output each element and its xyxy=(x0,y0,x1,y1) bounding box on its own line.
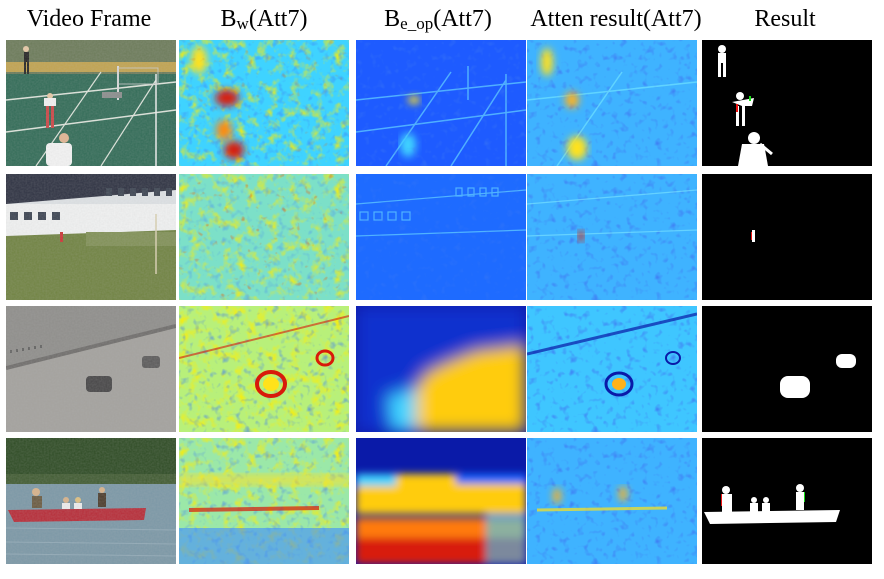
header-result: Result xyxy=(754,6,816,32)
row2-video-frame xyxy=(6,174,176,300)
row4-result-mask xyxy=(702,438,872,564)
row1-atten-heatmap xyxy=(527,40,697,166)
header-beop-tail: (Att7) xyxy=(433,6,492,32)
row1-result-mask xyxy=(702,40,872,166)
header-beop-sub: e_op xyxy=(400,14,434,33)
header-bw-main: B xyxy=(220,6,237,32)
header-bw-sub: w xyxy=(236,14,249,33)
row3-video-frame xyxy=(6,306,176,432)
row1-bw-heatmap xyxy=(179,40,349,166)
row4-beop-heatmap xyxy=(356,438,526,564)
header-beop-main: B xyxy=(384,6,401,32)
row2-atten-heatmap xyxy=(527,174,697,300)
row4-atten-heatmap xyxy=(527,438,697,564)
row4-video-frame xyxy=(6,438,176,564)
header-video-frame: Video Frame xyxy=(26,6,152,32)
header-bw-att7: Bw(Att7) xyxy=(178,6,350,34)
row2-beop-heatmap xyxy=(356,174,526,300)
row3-atten-heatmap xyxy=(527,306,697,432)
header-bw-tail: (Att7) xyxy=(248,6,308,32)
row1-beop-heatmap xyxy=(356,40,526,166)
row4-bw-heatmap xyxy=(179,438,349,564)
row1-video-frame xyxy=(6,40,176,166)
header-beop-att7: Be_op(Att7) xyxy=(352,6,524,34)
row3-result-mask xyxy=(702,306,872,432)
row3-bw-heatmap xyxy=(179,306,349,432)
row2-bw-heatmap xyxy=(179,174,349,300)
row3-beop-heatmap xyxy=(356,306,526,432)
header-atten-result: Atten result(Att7) xyxy=(530,6,702,32)
row2-result-mask xyxy=(702,174,872,300)
